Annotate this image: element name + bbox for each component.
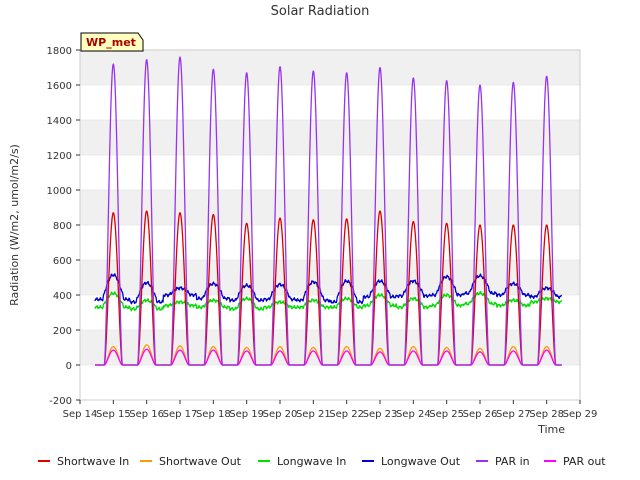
x-tick-label: Sep 14	[63, 409, 98, 420]
legend-label: Shortwave In	[57, 455, 129, 468]
series-layer	[94, 56, 563, 366]
y-tick-label: 1600	[47, 81, 72, 92]
legend-label: Shortwave Out	[159, 455, 242, 468]
x-tick-label: Sep 28	[529, 409, 564, 420]
x-tick-label: Sep 26	[463, 409, 498, 420]
grid-band	[80, 330, 580, 365]
y-tick-label: 0	[66, 361, 72, 372]
x-tick-label: Sep 22	[329, 409, 364, 420]
legend-label: Longwave In	[277, 455, 346, 468]
y-tick-label: -200	[49, 396, 72, 407]
chart-title: Solar Radiation	[271, 4, 370, 19]
grid-band	[80, 85, 580, 120]
grid-band	[80, 190, 580, 225]
grid-band	[80, 120, 580, 155]
grid-bands	[80, 49, 580, 401]
y-tick-label: 1200	[47, 151, 72, 162]
x-tick-label: Sep 21	[296, 409, 331, 420]
x-tick-label: Sep 20	[263, 409, 298, 420]
grid-band	[80, 155, 580, 190]
y-tick-label: 1000	[47, 186, 72, 197]
x-tick-label: Sep 18	[196, 409, 231, 420]
legend-label: PAR out	[563, 455, 606, 468]
grid-band	[80, 50, 580, 85]
x-tick-label: Sep 27	[496, 409, 531, 420]
station-label-background	[80, 32, 144, 52]
y-tick-label: 200	[53, 326, 72, 337]
series-line-par-in	[94, 56, 562, 366]
grid-band	[80, 365, 580, 400]
y-tick-label: 400	[53, 291, 72, 302]
x-tick-label: Sep 23	[363, 409, 398, 420]
station-label-box: WP_met	[80, 32, 144, 52]
x-tick-label: Sep 25	[429, 409, 464, 420]
y-tick-label: 1800	[47, 46, 72, 57]
x-tick-label: Sep 19	[229, 409, 264, 420]
y-axis: -200 0 200 400 600 800 1000 1200 1400 1600 1800	[47, 46, 80, 407]
x-tick-label: Sep 24	[396, 409, 431, 420]
x-axis-label: Time	[537, 423, 565, 436]
y-tick-label: 600	[53, 256, 72, 267]
station-label: WP_met	[86, 36, 136, 49]
y-tick-label: 800	[53, 221, 72, 232]
x-tick-label: Sep 29	[563, 409, 598, 420]
x-tick-label: Sep 16	[129, 409, 164, 420]
y-tick-label: 1400	[47, 116, 72, 127]
legend-label: PAR in	[495, 455, 530, 468]
legend: Shortwave In Shortwave Out Longwave In Long…	[38, 455, 606, 468]
grid-band	[80, 260, 580, 295]
x-tick-label: Sep 15	[96, 409, 131, 420]
x-tick-label: Sep 17	[163, 409, 198, 420]
y-axis-label: Radiation (W/m2, umol/m2/s)	[8, 144, 21, 306]
grid-band	[80, 225, 580, 260]
legend-label: Longwave Out	[381, 455, 461, 468]
